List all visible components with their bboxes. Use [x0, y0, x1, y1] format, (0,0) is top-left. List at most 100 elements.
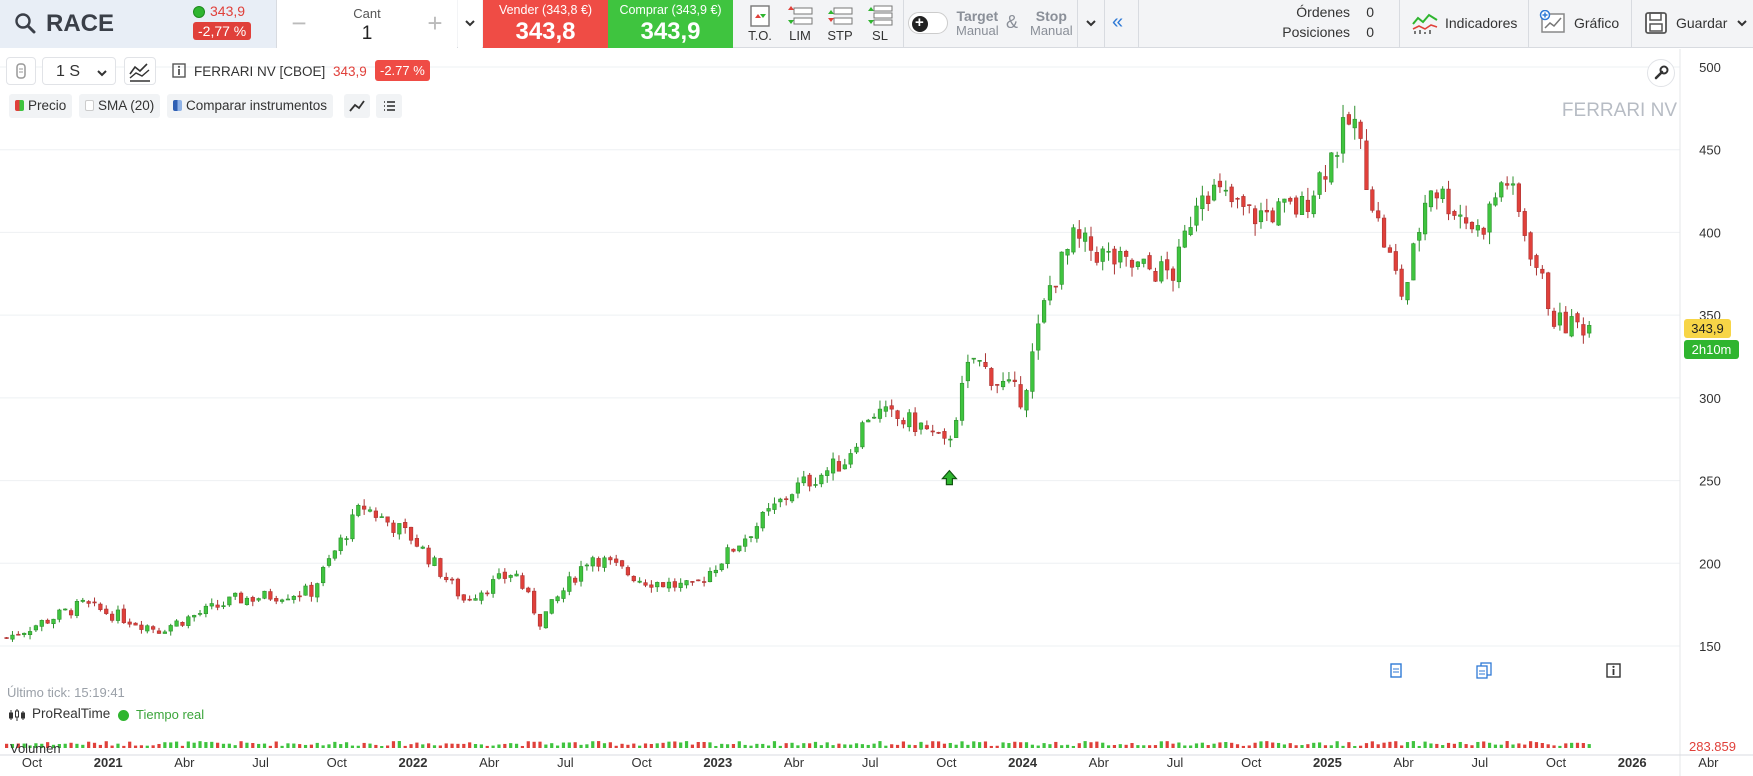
order-to-button[interactable]: T.O. — [740, 2, 780, 48]
volume-bar — [81, 744, 85, 748]
volume-bar — [315, 742, 319, 748]
candle — [590, 555, 595, 572]
candle — [1493, 192, 1498, 207]
volume-bar — [204, 742, 208, 748]
volume-bar — [1083, 741, 1087, 748]
target-manual[interactable]: Target Manual — [956, 8, 999, 38]
candle — [309, 581, 314, 602]
volume-bar — [1024, 742, 1029, 748]
timeframe-value: 1 S — [56, 63, 81, 80]
volume-bar — [110, 745, 114, 748]
document-icon[interactable] — [1389, 663, 1403, 679]
qty-minus-button[interactable]: − — [291, 8, 307, 38]
candle — [33, 624, 39, 632]
orders-positions-summary[interactable]: Órdenes 0 Posiciones 0 — [1270, 4, 1380, 44]
symbol-name[interactable]: RACE — [46, 10, 115, 37]
indicators-button[interactable]: Indicadores — [1400, 0, 1528, 48]
symbol-box[interactable]: RACE 343,9 -2,77 % — [0, 0, 276, 48]
candle — [1229, 183, 1234, 208]
order-sl-button[interactable]: SL — [860, 2, 900, 48]
candle — [807, 472, 812, 492]
candle — [866, 418, 871, 423]
info-icon[interactable] — [1606, 663, 1621, 678]
sell-button[interactable]: Vender (343,8 €) 343,8 — [483, 0, 608, 48]
volume-bar — [116, 743, 120, 748]
volume-bar — [309, 744, 313, 748]
add-indicator-button[interactable] — [344, 94, 370, 118]
target-stop-dropdown[interactable] — [1078, 0, 1104, 48]
drag-handle-button[interactable] — [6, 57, 36, 85]
legend-sma[interactable]: SMA (20) — [79, 94, 161, 118]
timeframe-select[interactable]: 1 S — [42, 57, 116, 85]
chart-style-button[interactable] — [124, 57, 156, 85]
qty-plus-button[interactable]: + — [427, 8, 443, 38]
candle — [1294, 195, 1299, 218]
quantity-stepper[interactable]: − Cant 1 + — [277, 0, 457, 48]
volume-bar — [1364, 743, 1369, 748]
volume-bar — [1470, 745, 1474, 748]
volume-bar — [690, 744, 694, 748]
volume-bar — [1575, 742, 1580, 748]
legend-sma-label: SMA (20) — [98, 98, 155, 113]
compare-instruments-button[interactable]: Comparar instrumentos — [167, 94, 334, 118]
volume-bar — [421, 744, 425, 748]
chart-panel[interactable]: 150 200 250 300 350 400 450 500 Oct 2021 Abr Jul Oct… — [0, 49, 1753, 776]
volume-bar — [1130, 743, 1134, 748]
volume-bar — [696, 742, 700, 748]
collapse-panel-button[interactable]: « — [1104, 0, 1138, 48]
volume-bar — [1253, 742, 1257, 748]
candle — [537, 613, 543, 630]
stop-manual[interactable]: Stop Manual — [1030, 8, 1073, 38]
volume-bar — [251, 743, 255, 748]
candle — [1581, 317, 1586, 344]
stop-order-icon — [828, 7, 853, 25]
x-tick-label: 2023 — [703, 755, 732, 770]
volume-bar — [1570, 742, 1574, 748]
legend-price[interactable]: Precio — [9, 94, 73, 118]
volume-bar — [620, 743, 624, 748]
candle — [92, 597, 97, 607]
qty-dropdown-button[interactable] — [458, 0, 482, 48]
volume-bar — [1523, 744, 1527, 748]
volume-bar — [808, 743, 812, 748]
price-swatch — [15, 100, 24, 111]
chart-watermark: FERRARI NV — [1561, 100, 1677, 121]
documents-icon[interactable] — [1476, 662, 1492, 679]
candle — [543, 611, 548, 629]
chart-button[interactable]: Gráfico — [1529, 0, 1631, 48]
search-icon[interactable] — [14, 12, 36, 34]
candle — [901, 417, 906, 429]
volume-bar — [708, 742, 712, 748]
save-button[interactable]: Guardar — [1632, 0, 1753, 48]
candle — [1264, 198, 1269, 222]
volume-bar — [1376, 744, 1380, 748]
candle — [883, 400, 888, 418]
order-lim-button[interactable]: LIM — [780, 2, 820, 48]
candle — [872, 413, 877, 420]
candle — [186, 614, 191, 629]
candle — [1159, 255, 1164, 284]
volume-bar — [784, 743, 788, 748]
candle — [1036, 314, 1041, 360]
plus-icon — [912, 14, 928, 32]
candle — [731, 548, 736, 553]
order-to-label: T.O. — [748, 28, 772, 43]
candle — [848, 449, 853, 469]
settings-button[interactable] — [1647, 59, 1675, 87]
list-button[interactable] — [376, 94, 402, 118]
realtime-label: Tiempo real — [136, 707, 205, 722]
x-tick-label: 2026 — [1618, 755, 1647, 770]
divider — [1528, 0, 1529, 48]
candle — [596, 556, 601, 572]
buy-button[interactable]: Comprar (343,9 €) 343,9 — [608, 0, 733, 48]
candle — [203, 603, 208, 618]
volume-bar — [942, 743, 947, 748]
volume-bar — [280, 745, 284, 748]
order-stp-button[interactable]: STP — [820, 2, 860, 48]
target-stop-toggle[interactable] — [908, 12, 948, 34]
qty-input[interactable]: 1 — [361, 23, 373, 44]
candle — [1182, 224, 1187, 249]
info-icon[interactable] — [172, 63, 186, 78]
volume-bar — [1499, 744, 1503, 748]
